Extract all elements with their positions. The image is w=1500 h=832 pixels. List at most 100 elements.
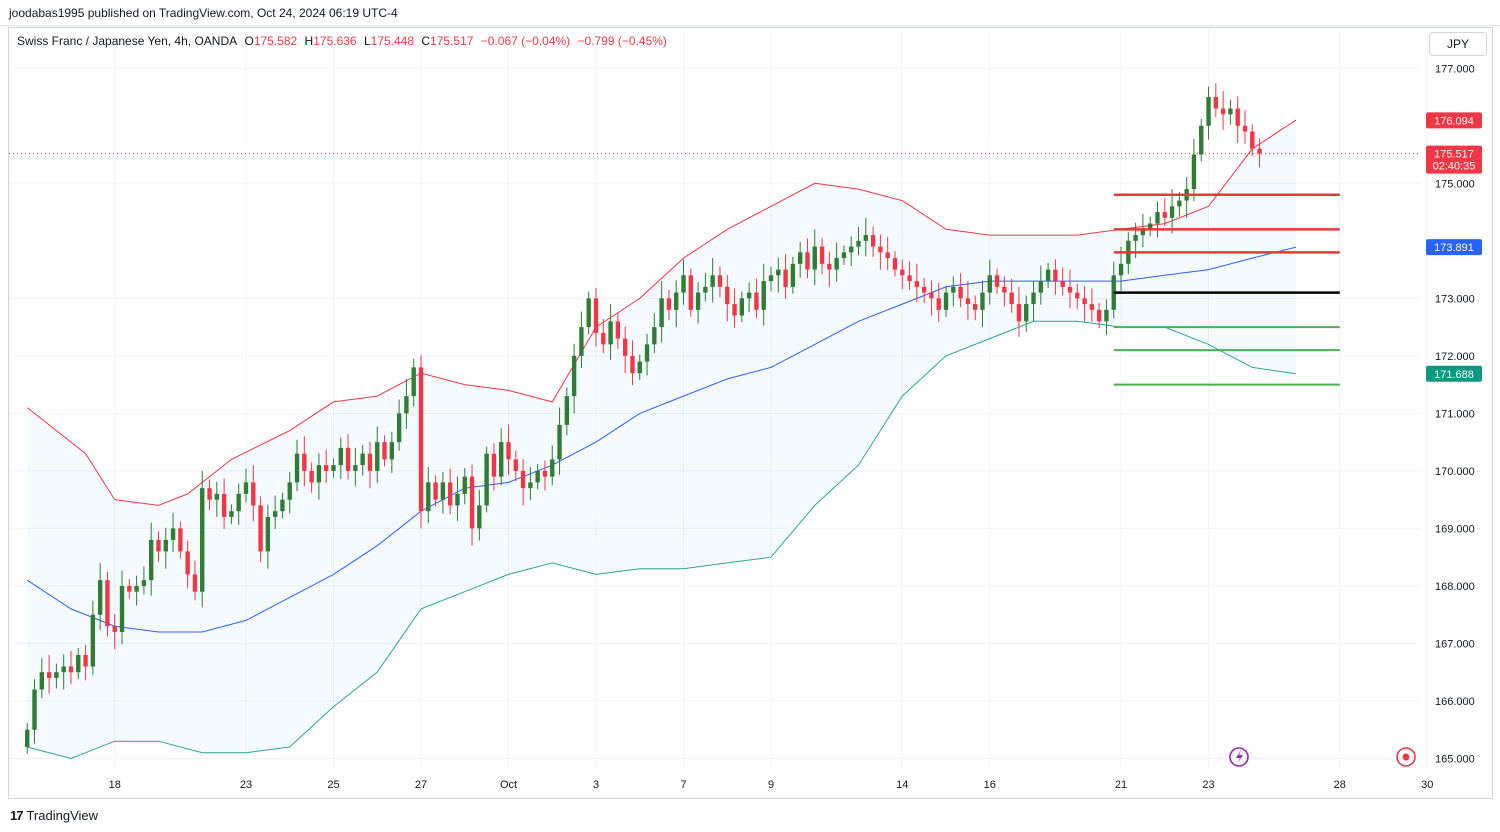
price-label-text: 173.891 [1434,242,1474,254]
candle-body [491,453,497,477]
candle-body [324,465,329,471]
candle-body [834,258,839,270]
candle-body [805,252,810,270]
candle-body [97,580,103,615]
candle-body [688,275,693,310]
lightning-alert-icon[interactable] [1229,747,1249,767]
candle-body [1067,286,1073,293]
close-label: C [421,34,431,48]
time-axis[interactable]: 18 23 25 27 Oct 3 7 9 14 16 21 23 28 30 [109,779,1434,791]
time-tick-label: 3 [593,779,599,791]
candle-body [331,465,336,471]
candle-body [61,666,66,673]
candle-body [272,511,278,517]
candle-body [717,275,723,287]
candle-body [1169,206,1175,218]
chart-grid [9,28,1428,770]
candle-body [127,585,132,592]
candle-body [528,482,533,489]
candle-body [870,235,876,247]
candle-body [593,298,599,333]
candle-body [550,459,555,477]
candle-body [367,453,373,471]
candle-body [900,269,905,276]
candle-body [579,327,584,356]
candle-body [360,453,365,466]
tradingview-brand[interactable]: 17 TradingView [10,806,98,824]
candle-body [849,246,854,253]
candle-body [586,298,591,328]
candle-body [382,442,387,460]
candle-body [316,465,322,483]
candle-body [630,355,635,374]
candle-body [1191,154,1197,190]
candle-body [812,246,817,270]
candle-body [1235,108,1240,126]
candle-body [83,654,88,667]
candle-body [200,488,205,592]
candle-body [345,447,351,471]
candle-body [506,442,511,460]
candle-body [652,327,657,345]
change-value: −0.067 (−0.04%) [480,34,571,48]
price-tick-label: 169.000 [1435,523,1475,535]
candle-body [703,286,708,293]
candle-body [54,672,59,678]
candle-body [768,275,774,282]
candle-body [1162,212,1167,218]
candle-body [258,505,263,552]
time-tick-label: 23 [240,779,252,791]
time-tick-label: 27 [415,779,427,791]
candle-body [797,252,803,264]
candle-body [411,367,416,397]
tradingview-logo-icon: 17 [10,807,24,823]
price-tick-label: 167.000 [1435,638,1475,650]
candle-body [790,263,796,287]
price-tick-label: 172.000 [1435,351,1475,363]
candle-body [1089,304,1095,310]
bollinger-bands [26,119,1297,760]
candle-body [980,292,985,310]
candle-body [396,413,402,443]
candle-body [710,275,715,287]
candle-body [1060,281,1065,287]
record-target-icon[interactable] [1396,747,1416,767]
candle-body [907,275,912,282]
price-label-bg [1426,145,1482,174]
horizontal-levels[interactable] [1113,193,1340,386]
candle-body [1002,286,1007,293]
candle-body [214,493,220,500]
candle-body [1016,304,1022,322]
candle-body [878,246,883,253]
candle-body [302,453,307,471]
candle-body [973,304,978,310]
candle-body [389,442,395,460]
price-label-bg [1426,365,1482,382]
time-tick-label: 18 [109,779,121,791]
candle-body [25,729,30,747]
price-tick-label: 173.000 [1435,293,1475,305]
candle-body [207,488,212,500]
candle-body [637,361,642,374]
candle-body [783,269,788,287]
candle-body [936,298,941,310]
symbol-title[interactable]: Swiss Franc / Japanese Yen, 4h, OANDA [17,34,238,48]
candle-body [1096,309,1102,322]
chart-icons[interactable] [1229,747,1416,767]
high-label: H [304,34,314,48]
candle-body [819,246,825,264]
candle-body [615,321,621,339]
candle-body [353,465,358,471]
currency-button[interactable]: JPY [1429,32,1487,56]
candle-body [885,252,890,259]
upper-band-line [26,119,1297,506]
countdown-text: 02:40:35 [1433,161,1476,173]
candle-body [462,476,467,494]
candle-body [1250,131,1255,149]
candle-body [469,476,475,529]
candle-body [105,580,110,627]
price-axis[interactable]: 165.000 166.000 167.000 168.000 169.000 170.0… [1426,63,1482,765]
candle-body [914,281,920,287]
candle-body [455,493,460,506]
